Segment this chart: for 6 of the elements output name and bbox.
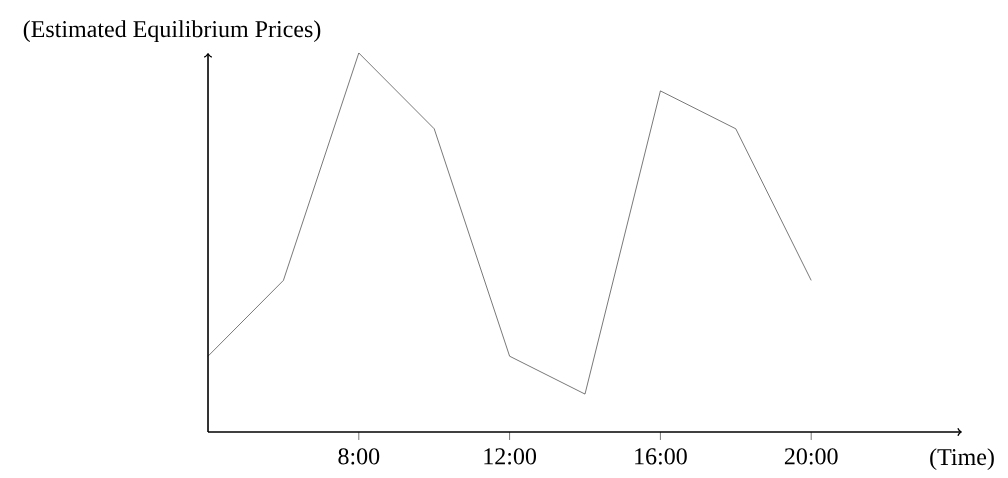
x-tick-label: 20:00 <box>784 448 838 465</box>
y-axis-title: (Estimated Equilibrium Prices) <box>23 20 321 43</box>
x-tick-label: 8:00 <box>338 448 380 465</box>
x-tick-label: 12:00 <box>484 448 537 465</box>
x-axis-title: (Time) <box>930 448 994 471</box>
x-tick-label: 16:00 <box>635 448 687 465</box>
